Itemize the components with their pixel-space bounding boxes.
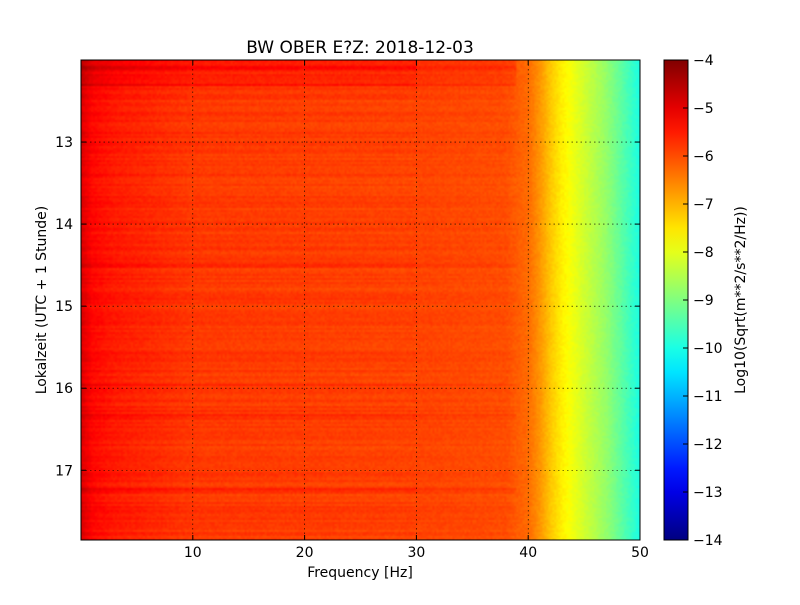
x-tick-label: 50 — [631, 545, 649, 561]
colorbar-tick-label: −10 — [693, 341, 723, 357]
y-tick-label: 16 — [55, 381, 73, 397]
plot-area — [80, 59, 641, 541]
y-tick-label: 13 — [55, 135, 73, 151]
x-tick-label: 40 — [519, 545, 537, 561]
y-tick-label: 14 — [55, 217, 73, 233]
x-tick-label: 30 — [407, 545, 425, 561]
colorbar-tick-label: −13 — [693, 485, 723, 501]
x-axis-label: Frequency [Hz] — [307, 565, 413, 581]
y-axis-label: Lokalzeit (UTC + 1 Stunde) — [34, 206, 50, 395]
colorbar-ticks: −4 −5 −6 −7 −8 −9 −10 −11 −12 −13 −14 — [683, 53, 723, 549]
x-axis-ticks: 10 20 30 40 50 — [184, 60, 649, 561]
colorbar-tick-label: −6 — [693, 149, 714, 165]
y-tick-label: 15 — [55, 299, 73, 315]
plot-frame — [80, 59, 641, 541]
colorbar-tick-label: −4 — [693, 53, 714, 69]
colorbar-tick-label: −5 — [693, 101, 714, 117]
colorbar-tick-label: −14 — [693, 533, 723, 549]
x-tick-label: 20 — [296, 545, 314, 561]
chart-title: BW OBER E?Z: 2018-12-03 — [246, 38, 474, 58]
colorbar-tick-label: −7 — [693, 197, 714, 213]
x-tick-label: 10 — [184, 545, 202, 561]
colorbar-tick-label: −9 — [693, 293, 714, 309]
colorbar-tick-label: −12 — [693, 437, 723, 453]
colorbar-label: Log10(Sqrt(m**2/s**2/Hz)) — [733, 206, 749, 394]
colorbar-tick-label: −8 — [693, 245, 714, 261]
y-axis-ticks: 13 14 15 16 17 — [55, 135, 640, 479]
colorbar-tick-label: −11 — [693, 389, 723, 405]
spectrogram-heatmap — [81, 60, 640, 540]
y-tick-label: 17 — [55, 463, 73, 479]
